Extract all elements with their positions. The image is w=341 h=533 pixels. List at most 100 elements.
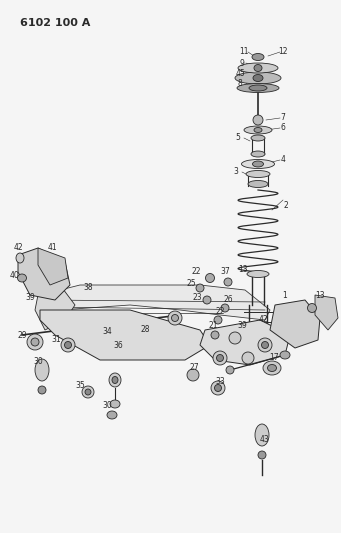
Ellipse shape (308, 303, 316, 312)
Ellipse shape (61, 338, 75, 352)
Ellipse shape (226, 366, 234, 374)
Ellipse shape (263, 361, 281, 375)
Text: 39: 39 (237, 320, 247, 329)
Ellipse shape (253, 115, 263, 125)
Text: 22: 22 (191, 268, 201, 277)
Text: 23: 23 (192, 294, 202, 303)
Text: 43: 43 (260, 435, 270, 445)
Ellipse shape (224, 278, 232, 286)
Ellipse shape (109, 373, 121, 387)
Text: 2: 2 (284, 200, 288, 209)
Ellipse shape (64, 342, 72, 349)
Text: 30: 30 (102, 401, 112, 410)
Polygon shape (315, 295, 338, 330)
Ellipse shape (280, 351, 290, 359)
Ellipse shape (252, 53, 264, 61)
Text: 31: 31 (51, 335, 61, 344)
Text: 42: 42 (13, 244, 23, 253)
Polygon shape (38, 248, 68, 285)
Ellipse shape (112, 376, 118, 384)
Ellipse shape (107, 411, 117, 419)
Ellipse shape (213, 351, 227, 365)
Ellipse shape (241, 159, 275, 168)
Text: 39: 39 (25, 294, 35, 303)
Ellipse shape (238, 63, 278, 73)
Ellipse shape (214, 316, 222, 324)
Ellipse shape (237, 84, 279, 93)
Text: 22: 22 (215, 308, 225, 317)
Ellipse shape (27, 334, 43, 350)
Text: 26: 26 (223, 295, 233, 304)
Ellipse shape (258, 451, 266, 459)
Ellipse shape (203, 296, 211, 304)
Ellipse shape (249, 85, 267, 91)
Text: 1: 1 (283, 290, 287, 300)
Ellipse shape (196, 284, 204, 292)
Polygon shape (200, 320, 290, 365)
Ellipse shape (35, 359, 49, 381)
Text: 41: 41 (47, 244, 57, 253)
Ellipse shape (172, 314, 178, 321)
Ellipse shape (267, 365, 277, 372)
Ellipse shape (16, 253, 24, 263)
Ellipse shape (82, 386, 94, 398)
Ellipse shape (251, 135, 265, 141)
Ellipse shape (258, 338, 272, 352)
Ellipse shape (247, 271, 269, 278)
Ellipse shape (251, 151, 265, 157)
Text: 37: 37 (220, 268, 230, 277)
Text: 5: 5 (236, 133, 240, 142)
Ellipse shape (252, 161, 264, 167)
Text: 4: 4 (281, 156, 285, 165)
Polygon shape (40, 310, 210, 360)
Text: 13: 13 (238, 265, 248, 274)
Polygon shape (40, 285, 270, 320)
Text: 30: 30 (33, 358, 43, 367)
Text: 6102 100 A: 6102 100 A (20, 18, 90, 28)
Ellipse shape (31, 338, 39, 346)
Ellipse shape (221, 304, 229, 312)
Text: 17: 17 (269, 353, 279, 362)
Text: 36: 36 (113, 341, 123, 350)
Ellipse shape (38, 386, 46, 394)
Ellipse shape (254, 127, 262, 133)
Text: 21: 21 (208, 320, 218, 329)
Text: 29: 29 (17, 330, 27, 340)
Text: 3: 3 (234, 167, 238, 176)
Text: 33: 33 (215, 377, 225, 386)
Ellipse shape (17, 274, 27, 282)
Ellipse shape (254, 64, 262, 71)
Ellipse shape (110, 400, 120, 408)
Text: 13: 13 (315, 290, 325, 300)
Text: 45: 45 (236, 69, 246, 77)
Text: 25: 25 (186, 279, 196, 287)
Ellipse shape (217, 354, 223, 361)
Ellipse shape (229, 332, 241, 344)
Ellipse shape (211, 331, 219, 339)
Text: 9: 9 (240, 59, 244, 68)
Ellipse shape (214, 384, 222, 392)
Text: 38: 38 (83, 284, 93, 293)
Text: 7: 7 (281, 114, 285, 123)
Text: 34: 34 (102, 327, 112, 336)
Ellipse shape (85, 389, 91, 395)
Ellipse shape (211, 381, 225, 395)
Ellipse shape (262, 342, 268, 349)
Ellipse shape (255, 424, 269, 446)
Text: 42: 42 (258, 316, 268, 325)
Ellipse shape (187, 369, 199, 381)
Text: 11: 11 (239, 47, 249, 56)
Ellipse shape (248, 181, 268, 188)
Text: 8: 8 (238, 78, 242, 87)
Ellipse shape (242, 352, 254, 364)
Ellipse shape (253, 75, 263, 82)
Text: 35: 35 (75, 381, 85, 390)
Ellipse shape (246, 171, 270, 177)
Ellipse shape (206, 273, 214, 282)
Text: 12: 12 (278, 47, 288, 56)
Polygon shape (18, 248, 70, 300)
Text: 40: 40 (9, 271, 19, 279)
Text: 6: 6 (281, 124, 285, 133)
Ellipse shape (244, 126, 272, 134)
Polygon shape (270, 300, 320, 348)
